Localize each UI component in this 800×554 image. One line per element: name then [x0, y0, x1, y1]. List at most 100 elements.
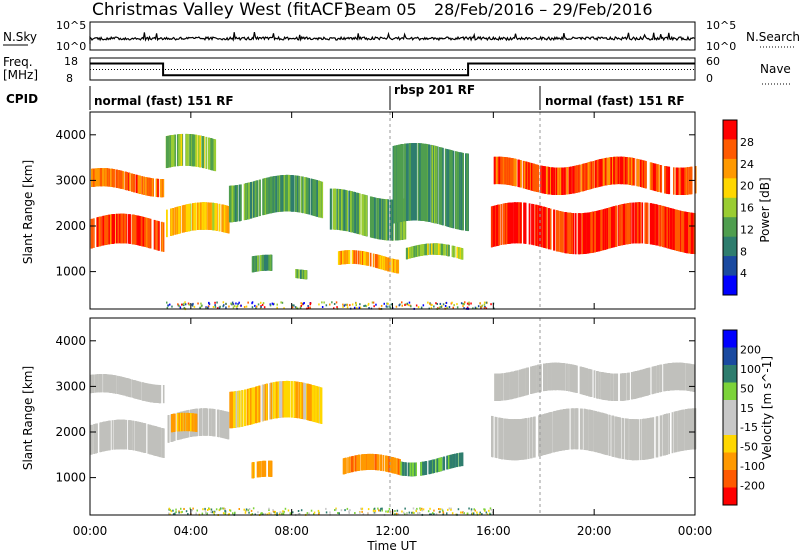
velocity-echo	[652, 366, 654, 394]
velocity-echo	[276, 381, 279, 419]
velocity-noise	[183, 508, 185, 510]
velocity-echo	[609, 414, 611, 456]
velocity-echo	[668, 413, 670, 455]
velocity-echo	[200, 408, 203, 436]
velocity-echo	[107, 374, 110, 393]
velocity-noise	[313, 513, 315, 516]
power-noise	[439, 302, 442, 305]
velocity-noise	[462, 511, 464, 513]
velocity-echo	[272, 382, 275, 419]
power-noise	[179, 306, 182, 309]
velocity-echo	[111, 420, 114, 450]
power-echo	[507, 202, 509, 244]
velocity-noise	[432, 512, 434, 515]
power-echo	[632, 158, 635, 186]
nsky-line	[89, 31, 696, 44]
power-echo	[198, 202, 201, 230]
velocity-echo	[368, 453, 370, 470]
velocity-echo	[670, 363, 673, 391]
power-echo	[123, 213, 126, 244]
velocity-echo	[204, 408, 207, 436]
power-echo	[595, 160, 597, 188]
power-echo	[363, 194, 365, 236]
velocity-noise	[300, 509, 303, 512]
velocity-echo	[668, 363, 670, 391]
power-echo	[610, 157, 612, 185]
power-echo	[396, 259, 398, 274]
velocity-noise	[412, 511, 414, 514]
power-noise	[354, 306, 356, 309]
velocity-echo	[277, 381, 280, 418]
power-echo	[531, 163, 533, 191]
power-echo	[577, 165, 579, 193]
power-echo	[514, 158, 516, 187]
power-echo	[205, 137, 208, 169]
velocity-noise	[479, 511, 481, 514]
power-echo	[238, 184, 241, 222]
power-echo	[307, 177, 309, 215]
velocity-echo	[129, 379, 132, 398]
power-echo	[561, 211, 563, 253]
velocity-echo	[143, 423, 146, 453]
power-echo	[561, 167, 564, 195]
power-echo	[433, 243, 436, 255]
power-echo	[431, 145, 433, 223]
power-echo	[119, 213, 121, 244]
power-echo	[639, 202, 642, 244]
velocity-noise	[308, 512, 310, 515]
velocity-echo	[138, 381, 141, 400]
power-echo	[673, 209, 675, 250]
power-echoes	[90, 133, 697, 311]
velocity-noise	[329, 511, 331, 514]
velocity-echo	[230, 391, 232, 429]
velocity-noise	[349, 509, 351, 512]
power-echo	[589, 161, 592, 190]
power-echo	[435, 243, 438, 255]
velocity-noise	[272, 510, 275, 513]
power-noise	[205, 307, 208, 310]
velocity-echo	[456, 453, 458, 468]
power-echo	[189, 134, 191, 166]
velocity-echo	[544, 363, 546, 391]
power-echo	[345, 250, 347, 265]
velocity-echo	[238, 390, 240, 428]
velocity-echo	[137, 381, 140, 400]
power-echo	[166, 209, 168, 238]
velocity-noise	[213, 510, 216, 513]
power-echo	[375, 197, 377, 239]
velocity-echo	[179, 413, 182, 432]
velocity-echo	[606, 373, 609, 401]
velocity-echo	[585, 368, 587, 396]
velocity-echo	[687, 408, 689, 450]
power-echo	[459, 152, 462, 230]
power-noise	[472, 307, 474, 310]
power-noise	[407, 304, 410, 307]
velocity-noise	[206, 512, 208, 515]
velocity-echo	[659, 415, 662, 457]
power-echo	[644, 160, 646, 189]
power-noise	[280, 301, 282, 304]
power-echo	[626, 203, 629, 245]
velocity-echo	[234, 391, 237, 428]
power-noise	[184, 301, 186, 304]
power-noise	[269, 304, 272, 307]
power-echo	[392, 146, 395, 224]
velocity-cbar-label: Velocity [m s^-1]	[760, 356, 774, 460]
power-noise	[307, 305, 309, 307]
velocity-echo	[270, 382, 272, 420]
velocity-noise	[250, 509, 253, 512]
power-echo	[394, 259, 396, 273]
power-echo	[151, 178, 154, 197]
power-echo	[158, 221, 160, 251]
power-echo	[374, 197, 376, 239]
power-echo	[286, 174, 289, 212]
velocity-echo	[100, 374, 103, 393]
y-tick-label: 2000	[55, 425, 86, 439]
power-echo	[442, 147, 444, 226]
power-echo	[626, 157, 628, 185]
power-echo	[578, 213, 580, 255]
velocity-noise	[362, 513, 365, 516]
power-noise	[355, 302, 357, 305]
power-echo	[628, 157, 630, 185]
velocity-noise	[251, 513, 254, 515]
